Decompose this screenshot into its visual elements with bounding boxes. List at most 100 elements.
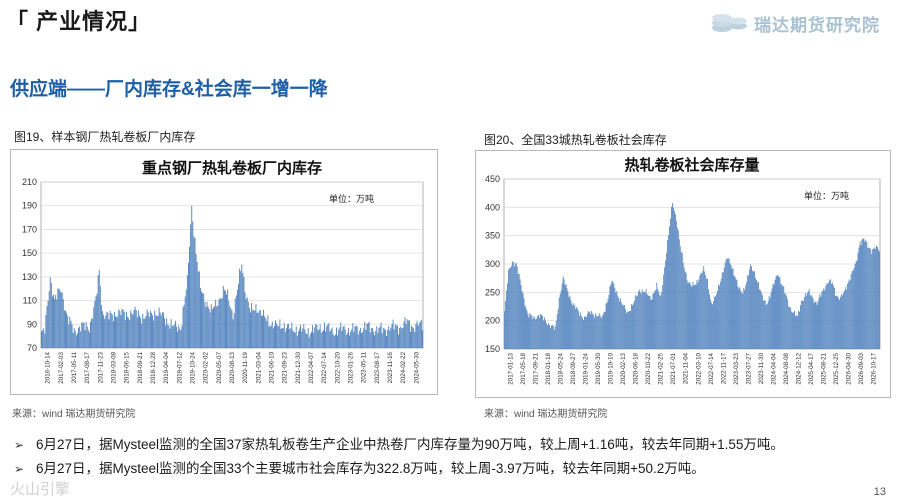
bar bbox=[297, 331, 299, 348]
bar bbox=[201, 291, 202, 348]
bar bbox=[227, 289, 229, 348]
bar bbox=[170, 319, 172, 348]
bar bbox=[769, 297, 771, 349]
bar bbox=[590, 313, 591, 349]
x-tick-label: 2017-05-18 bbox=[520, 352, 527, 384]
bar bbox=[259, 309, 261, 348]
bar bbox=[49, 277, 51, 348]
bar bbox=[356, 326, 358, 348]
bar bbox=[411, 325, 413, 348]
bar bbox=[693, 285, 695, 349]
bar bbox=[664, 267, 666, 349]
bar bbox=[782, 286, 784, 349]
bar bbox=[655, 289, 657, 349]
bar bbox=[146, 309, 148, 348]
bar bbox=[325, 331, 327, 348]
bar bbox=[233, 313, 235, 348]
bar bbox=[784, 293, 786, 349]
bar bbox=[862, 238, 864, 349]
x-tick-label: 2022-07-14 bbox=[708, 352, 715, 384]
bar bbox=[225, 291, 226, 348]
bar bbox=[75, 335, 77, 348]
bar bbox=[692, 281, 694, 349]
bar bbox=[585, 316, 586, 349]
bar bbox=[178, 325, 180, 348]
x-tick-label: 2021-02-25 bbox=[658, 352, 665, 384]
bar bbox=[666, 252, 668, 349]
bar bbox=[153, 320, 155, 348]
bar bbox=[57, 288, 59, 348]
bar bbox=[802, 300, 804, 349]
bar bbox=[223, 289, 225, 348]
bar bbox=[198, 271, 200, 348]
bar bbox=[376, 326, 378, 348]
bar bbox=[152, 315, 154, 348]
bar bbox=[119, 311, 121, 348]
bar bbox=[203, 293, 205, 348]
bar bbox=[308, 337, 310, 348]
bar bbox=[406, 319, 408, 348]
bar bbox=[344, 329, 346, 348]
bar bbox=[564, 284, 566, 349]
bar bbox=[369, 332, 371, 348]
bar bbox=[696, 280, 698, 349]
bar bbox=[346, 332, 348, 348]
bar bbox=[80, 331, 82, 348]
bar bbox=[295, 326, 297, 348]
x-tick-label: 2017-01-13 bbox=[507, 352, 514, 384]
bar bbox=[704, 271, 706, 349]
bar bbox=[291, 322, 293, 348]
bar bbox=[239, 268, 241, 348]
bar bbox=[359, 327, 361, 348]
y-tick-label: 170 bbox=[22, 224, 37, 234]
bar bbox=[252, 310, 254, 348]
bar bbox=[699, 275, 701, 349]
x-tick-label: 2018-05-24 bbox=[557, 352, 564, 384]
bar bbox=[593, 317, 595, 349]
bar bbox=[557, 308, 559, 349]
bar bbox=[604, 311, 606, 349]
bar bbox=[526, 310, 528, 349]
x-tick-label: 2019-04-04 bbox=[163, 351, 170, 383]
bar bbox=[60, 292, 62, 348]
bar bbox=[190, 224, 192, 348]
bar bbox=[761, 295, 763, 349]
bar bbox=[642, 291, 644, 349]
y-tick-label: 150 bbox=[22, 248, 37, 258]
bar bbox=[819, 293, 821, 349]
bar bbox=[92, 318, 94, 348]
bar bbox=[159, 312, 161, 348]
x-tick-label: 2020-02-13 bbox=[620, 352, 627, 384]
bar bbox=[797, 316, 798, 349]
bar bbox=[646, 293, 648, 349]
bar bbox=[527, 313, 529, 349]
x-tick-label: 2021-06-10 bbox=[269, 351, 276, 383]
bar bbox=[569, 295, 571, 349]
x-tick-label: 2023-05-11 bbox=[361, 351, 368, 383]
bar bbox=[870, 248, 872, 349]
bar bbox=[794, 310, 795, 349]
bar bbox=[822, 290, 824, 349]
bar bbox=[41, 331, 42, 348]
bar bbox=[156, 315, 158, 348]
bar bbox=[412, 327, 414, 348]
x-tick-label: 2021-03-04 bbox=[255, 351, 262, 383]
bar bbox=[530, 314, 532, 349]
bar bbox=[287, 324, 288, 348]
bar bbox=[734, 276, 736, 349]
bar bbox=[208, 308, 210, 348]
bar bbox=[826, 283, 828, 349]
bar bbox=[402, 327, 404, 348]
bar bbox=[379, 326, 381, 348]
bar bbox=[602, 314, 604, 349]
bar bbox=[248, 307, 250, 348]
bar bbox=[280, 328, 282, 348]
bar bbox=[650, 299, 652, 349]
bar bbox=[549, 324, 550, 349]
bar bbox=[550, 325, 552, 349]
bar bbox=[205, 307, 207, 348]
y-tick-label: 190 bbox=[22, 201, 37, 211]
bar bbox=[58, 288, 60, 348]
bar bbox=[273, 325, 275, 348]
arrow-bullet-icon: ➢ bbox=[14, 462, 25, 476]
